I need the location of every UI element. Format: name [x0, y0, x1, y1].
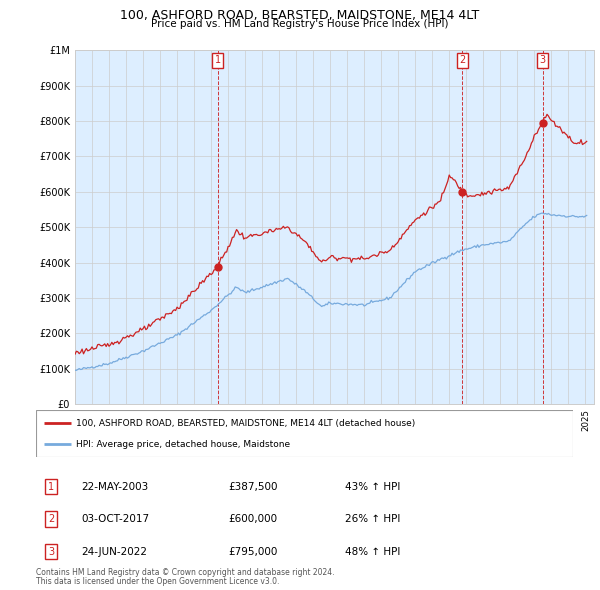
- Text: 3: 3: [48, 547, 54, 556]
- Text: 26% ↑ HPI: 26% ↑ HPI: [345, 514, 400, 524]
- Text: 2: 2: [459, 55, 465, 65]
- Text: 100, ASHFORD ROAD, BEARSTED, MAIDSTONE, ME14 4LT: 100, ASHFORD ROAD, BEARSTED, MAIDSTONE, …: [121, 9, 479, 22]
- Text: 24-JUN-2022: 24-JUN-2022: [81, 547, 147, 556]
- Text: 03-OCT-2017: 03-OCT-2017: [81, 514, 149, 524]
- Text: 22-MAY-2003: 22-MAY-2003: [81, 482, 148, 491]
- FancyBboxPatch shape: [36, 410, 573, 457]
- Text: £600,000: £600,000: [228, 514, 277, 524]
- Text: 1: 1: [48, 482, 54, 491]
- Text: Price paid vs. HM Land Registry's House Price Index (HPI): Price paid vs. HM Land Registry's House …: [151, 19, 449, 30]
- Text: 43% ↑ HPI: 43% ↑ HPI: [345, 482, 400, 491]
- Text: £387,500: £387,500: [228, 482, 277, 491]
- Text: 48% ↑ HPI: 48% ↑ HPI: [345, 547, 400, 556]
- Text: Contains HM Land Registry data © Crown copyright and database right 2024.: Contains HM Land Registry data © Crown c…: [36, 568, 335, 576]
- Text: 3: 3: [539, 55, 545, 65]
- Text: 100, ASHFORD ROAD, BEARSTED, MAIDSTONE, ME14 4LT (detached house): 100, ASHFORD ROAD, BEARSTED, MAIDSTONE, …: [76, 419, 416, 428]
- Text: 1: 1: [215, 55, 221, 65]
- Text: HPI: Average price, detached house, Maidstone: HPI: Average price, detached house, Maid…: [76, 440, 290, 448]
- Text: This data is licensed under the Open Government Licence v3.0.: This data is licensed under the Open Gov…: [36, 577, 280, 586]
- Text: £795,000: £795,000: [228, 547, 277, 556]
- Text: 2: 2: [48, 514, 54, 524]
